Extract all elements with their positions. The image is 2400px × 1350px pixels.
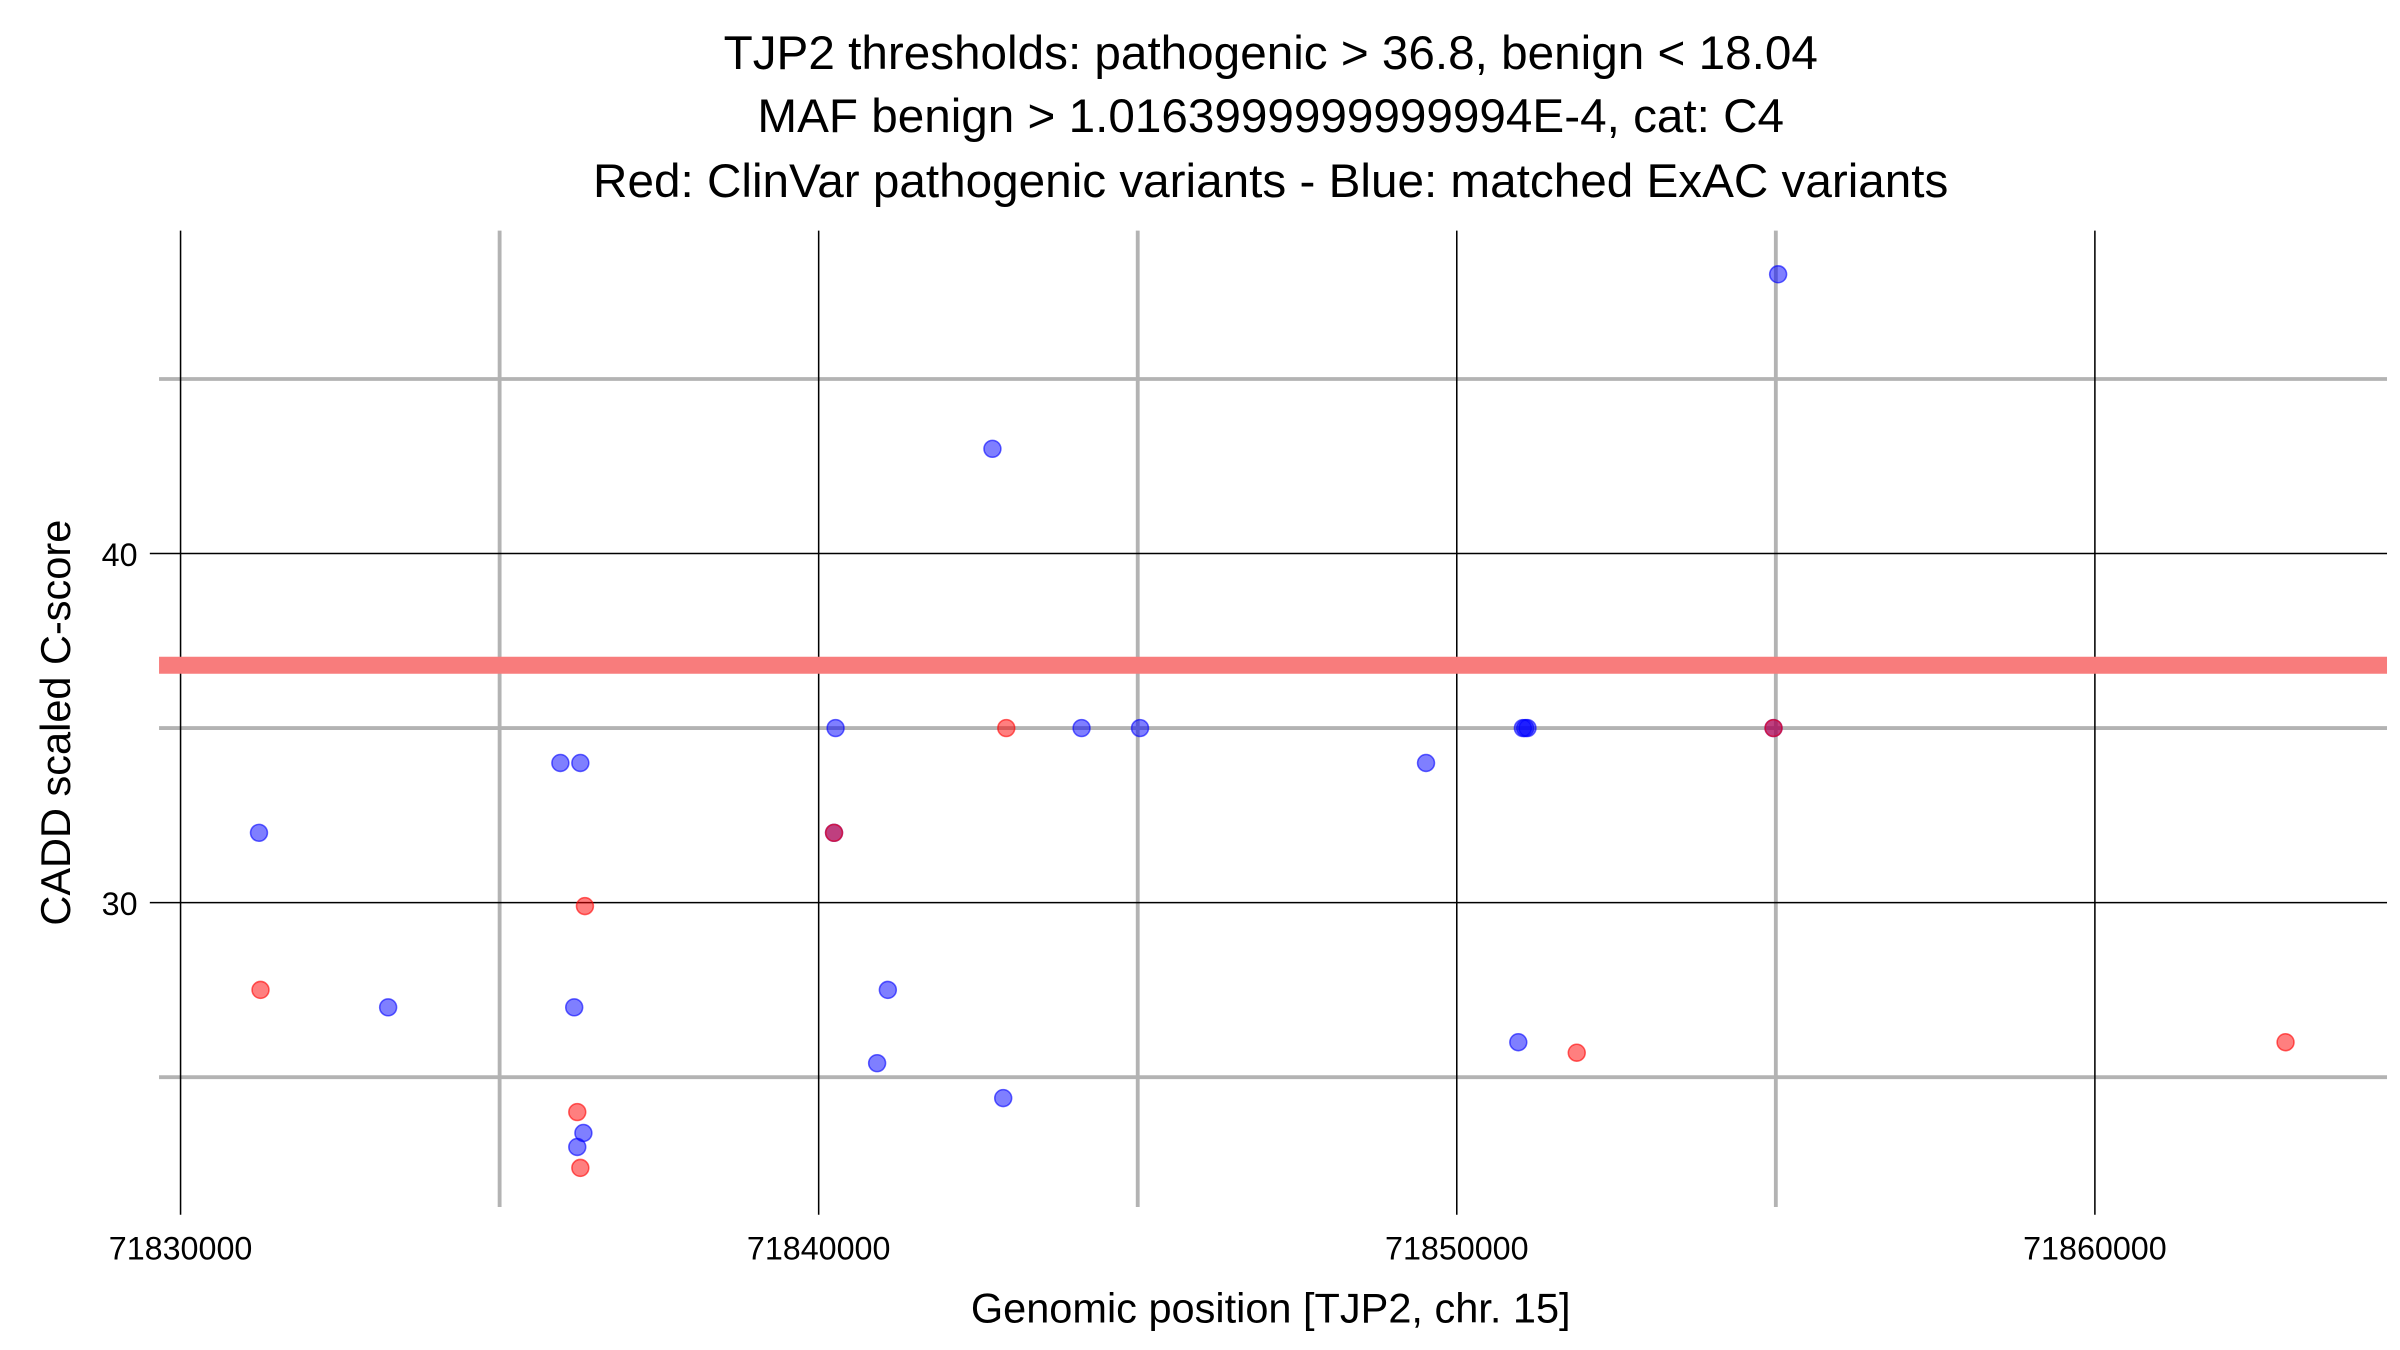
exac-point: [249, 823, 269, 843]
clinvar-point: [1764, 718, 1783, 738]
title-line-3: Red: ClinVar pathogenic variants - Blue:…: [593, 155, 1948, 208]
exac-point: [983, 439, 1002, 459]
exac-point: [993, 1088, 1013, 1108]
clinvar-point: [568, 1102, 587, 1122]
clinvar-point: [251, 980, 270, 1000]
y-axis-label: CADD scaled C-score: [32, 520, 79, 926]
x-axis-label: Genomic position [TJP2, chr. 15]: [971, 1284, 1571, 1331]
x-tick-label: 71860000: [2023, 1230, 2167, 1266]
axes: 71830000 71840000 71850000 71860000 30 40: [102, 537, 2167, 1266]
y-tick-label: 30: [102, 886, 138, 922]
clinvar-point: [824, 823, 844, 843]
clinvar-point: [575, 896, 595, 916]
clinvar-point: [997, 718, 1016, 738]
exac-point: [571, 753, 590, 773]
exac-point: [1768, 265, 1788, 284]
exac-point: [1509, 1033, 1528, 1052]
exac-point: [1518, 718, 1537, 738]
x-tick-label: 71830000: [109, 1230, 253, 1266]
exac-point: [378, 998, 398, 1017]
exac-point: [1072, 718, 1091, 738]
x-tick-label: 71850000: [1385, 1230, 1529, 1266]
y-tick-label: 40: [102, 537, 138, 573]
clinvar-point: [1567, 1043, 1586, 1062]
clinvar-point: [2276, 1033, 2295, 1052]
grid: [149, 230, 2388, 1215]
exac-point: [568, 1137, 587, 1157]
title-line-2: MAF benign > 1.0163999999999994E-4, cat:…: [757, 90, 1784, 143]
exac-point: [1130, 718, 1150, 738]
exac-point: [551, 753, 570, 773]
exac-point: [564, 998, 584, 1017]
chart-title: TJP2 thresholds: pathogenic > 36.8, beni…: [593, 27, 1948, 208]
data-points: [249, 265, 2295, 1178]
title-line-1: TJP2 thresholds: pathogenic > 36.8, beni…: [724, 27, 1818, 80]
exac-point: [826, 718, 845, 738]
exac-point: [867, 1053, 887, 1073]
x-tick-label: 71840000: [747, 1230, 891, 1266]
exac-point: [878, 980, 898, 1000]
clinvar-point: [571, 1158, 590, 1178]
exac-point: [1416, 753, 1436, 773]
